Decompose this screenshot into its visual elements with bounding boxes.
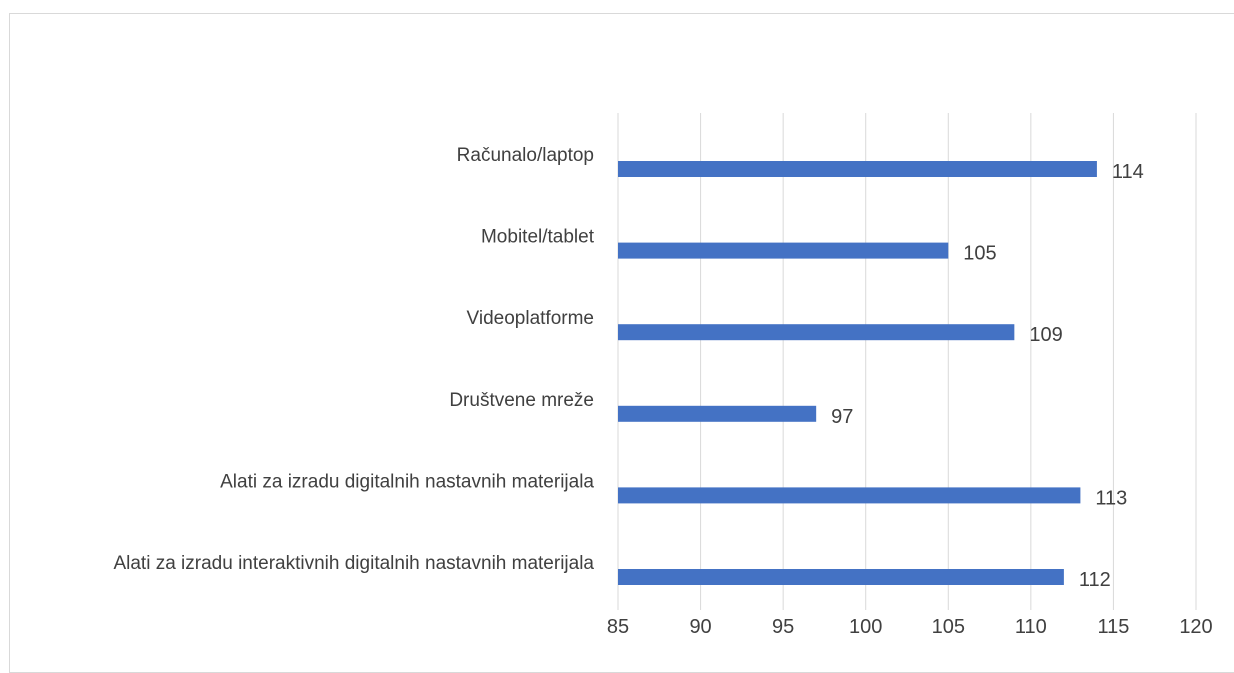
bar <box>618 487 1081 504</box>
bar <box>618 405 817 422</box>
category-label: Računalo/laptop <box>457 145 594 166</box>
x-tick-label: 85 <box>607 616 629 638</box>
category-label: Alati za izradu digitalnih nastavnih mat… <box>220 471 594 492</box>
x-tick-label: 120 <box>1179 616 1212 638</box>
x-tick-label: 110 <box>1015 616 1047 638</box>
x-tick-label: 95 <box>772 616 794 638</box>
x-tick-label: 115 <box>1097 616 1129 638</box>
category-label: Alati za izradu interaktivnih digitalnih… <box>113 553 594 574</box>
data-label: 109 <box>1029 324 1062 346</box>
bar <box>618 569 1064 585</box>
x-tick-label: 100 <box>849 616 882 638</box>
bar-chart: 85 90 95 100 105 110 115 120 Računalo/laptop 114 M… <box>113 113 1213 638</box>
chart-frame <box>9 13 1234 673</box>
x-tick-label: 90 <box>689 616 711 638</box>
x-tick-label: 105 <box>932 616 965 638</box>
bar <box>618 161 1097 177</box>
data-label: 112 <box>1079 569 1111 591</box>
data-label: 113 <box>1095 487 1127 509</box>
data-label: 97 <box>831 406 853 428</box>
category-label: Mobitel/tablet <box>481 227 595 248</box>
bar <box>618 242 949 259</box>
data-label: 105 <box>963 243 996 265</box>
data-label: 114 <box>1112 161 1144 183</box>
category-label: Videoplatforme <box>467 308 594 329</box>
category-label: Društvene mreže <box>449 390 594 411</box>
bar <box>618 324 1015 341</box>
